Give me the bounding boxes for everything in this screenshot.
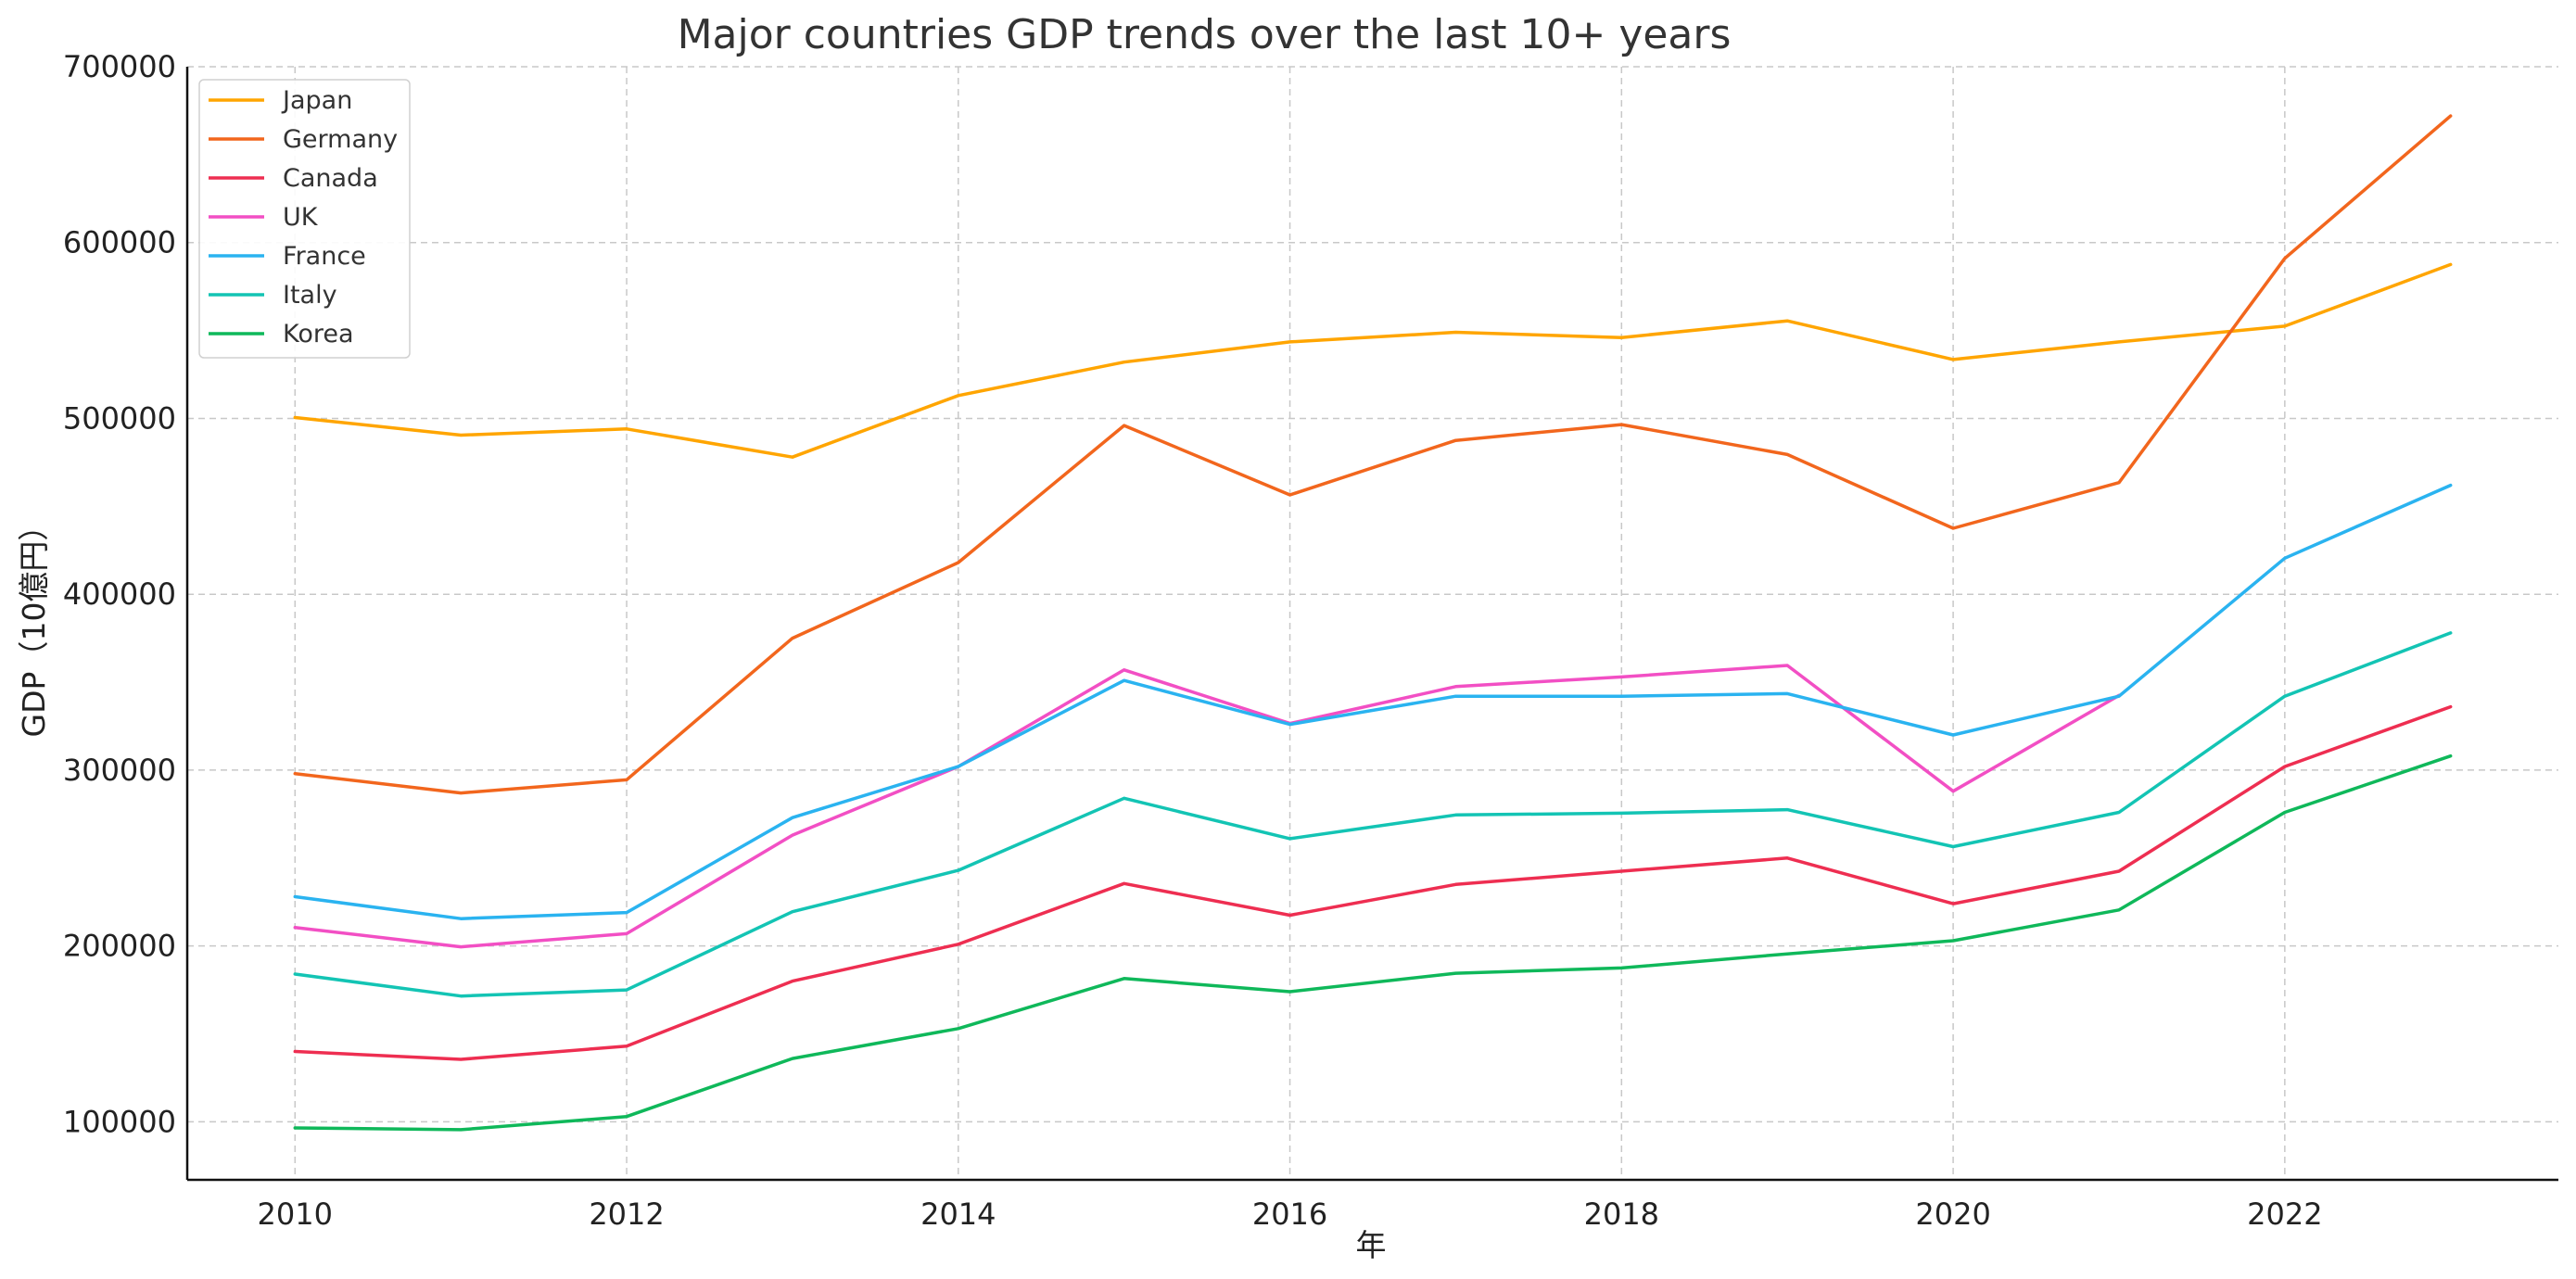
- y-tick-label: 400000: [63, 576, 176, 612]
- series-lines: [293, 114, 2453, 1132]
- legend: Japan Germany Canada UK France Italy Korea: [198, 79, 411, 359]
- x-tick-label: 2012: [589, 1197, 664, 1232]
- chart-title: Major countries GDP trends over the last…: [678, 11, 1732, 58]
- legend-box: [198, 79, 411, 359]
- legend-label: Germany: [283, 125, 398, 154]
- x-tick-label: 2010: [258, 1197, 333, 1232]
- legend-label: UK: [283, 203, 319, 232]
- series-line-korea: [293, 753, 2453, 1132]
- tick-labels: 100000 200000 300000 400000 500000 600000 7000…: [63, 49, 2323, 1232]
- legend-label: Korea: [283, 320, 354, 348]
- x-axis-title: 年: [1356, 1227, 1387, 1263]
- x-tick-label: 2014: [920, 1197, 996, 1232]
- series-line-italy: [293, 631, 2453, 998]
- y-tick-label: 700000: [63, 49, 176, 84]
- series-line-uk: [293, 664, 2121, 949]
- x-tick-label: 2022: [2247, 1197, 2322, 1232]
- y-tick-label: 200000: [63, 929, 176, 964]
- x-tick-label: 2020: [1915, 1197, 1990, 1232]
- x-tick-label: 2016: [1252, 1197, 1327, 1232]
- series-line-france: [293, 483, 2453, 920]
- series-line-canada: [293, 704, 2453, 1061]
- y-axis-title: GDP（10億円）: [16, 511, 52, 738]
- y-tick-label: 600000: [63, 225, 176, 260]
- y-tick-label: 300000: [63, 753, 176, 788]
- legend-label: Canada: [283, 164, 378, 193]
- x-tick-label: 2018: [1584, 1197, 1659, 1232]
- axes: [185, 67, 2558, 1182]
- y-tick-label: 100000: [63, 1104, 176, 1139]
- legend-label: Japan: [281, 86, 352, 115]
- grid: [187, 66, 2558, 1180]
- series-line-germany: [293, 114, 2453, 795]
- legend-label: Italy: [283, 281, 337, 310]
- legend-label: France: [283, 242, 366, 271]
- y-tick-label: 500000: [63, 400, 176, 436]
- series-line-japan: [293, 262, 2453, 459]
